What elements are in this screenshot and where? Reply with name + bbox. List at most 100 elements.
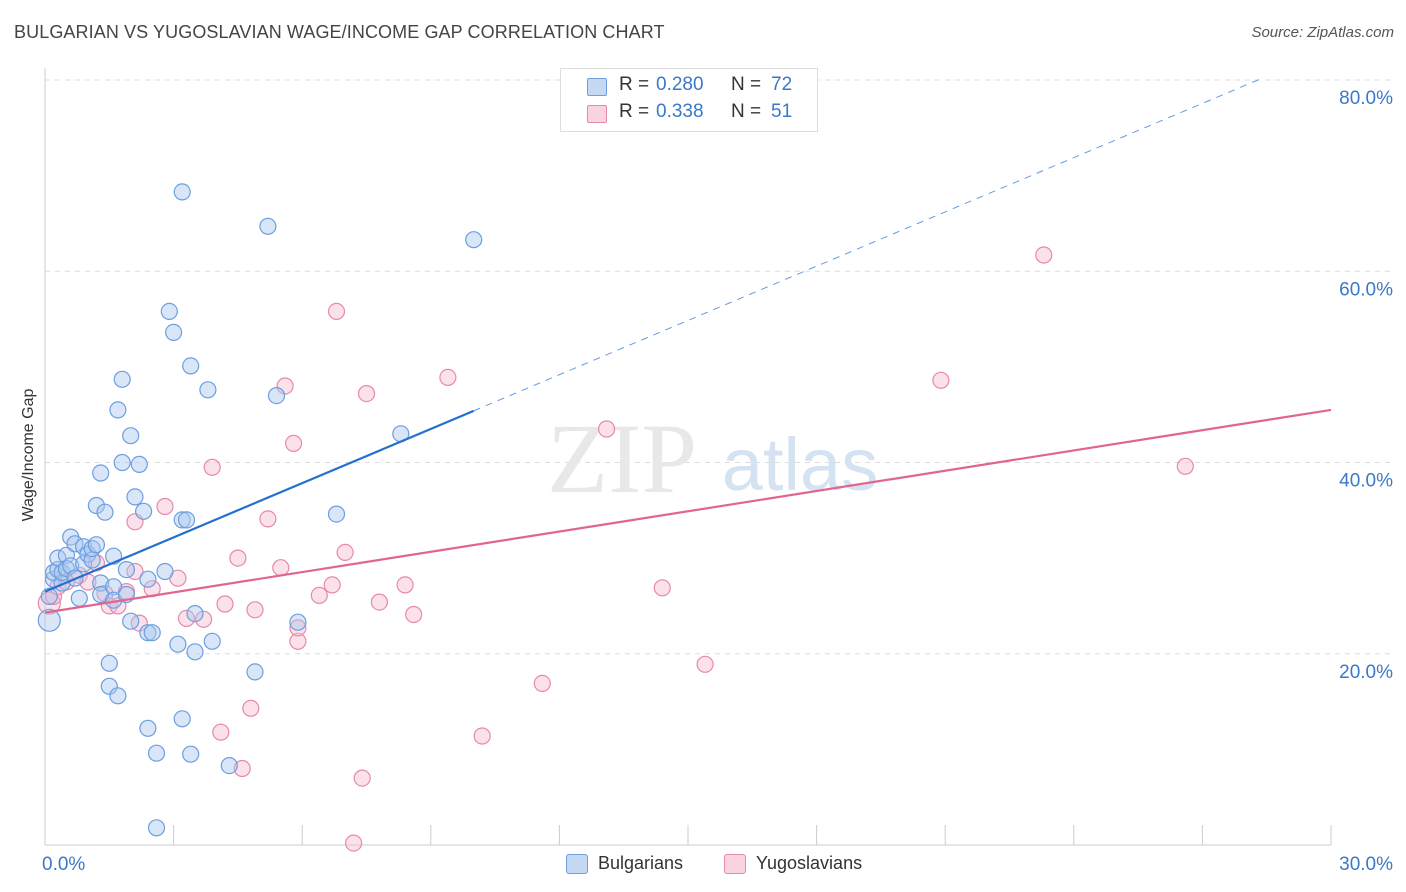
bulgarians-point[interactable] bbox=[177, 511, 196, 529]
yugoslavians-point[interactable] bbox=[276, 377, 294, 395]
yugoslavians-point[interactable] bbox=[345, 834, 363, 852]
bulgarians-point[interactable] bbox=[74, 555, 93, 573]
series-legend-yugoslavians[interactable]: Yugoslavians bbox=[724, 852, 884, 876]
bulgarians-point[interactable] bbox=[465, 231, 483, 249]
bulgarians-point[interactable] bbox=[126, 488, 144, 506]
x-tick-label: 30.0% bbox=[1339, 854, 1393, 875]
yugoslavians-point[interactable] bbox=[1035, 246, 1053, 264]
bulgarians-point[interactable] bbox=[96, 503, 114, 521]
bulgarians-point[interactable] bbox=[259, 217, 277, 235]
yugoslavians-point[interactable] bbox=[396, 576, 414, 594]
yugoslavians-point[interactable] bbox=[353, 769, 371, 787]
bulgarians-point[interactable] bbox=[327, 505, 346, 523]
yugoslavians-point[interactable] bbox=[439, 368, 457, 386]
axes bbox=[44, 68, 1332, 846]
bulgarians-point[interactable] bbox=[246, 663, 264, 681]
legend-r-label: R = bbox=[619, 74, 650, 95]
bulgarians-point[interactable] bbox=[160, 302, 178, 320]
yugoslavians-point[interactable] bbox=[357, 385, 376, 403]
watermark-zip: ZIP bbox=[547, 403, 697, 514]
legend-row-bulgarians: R = 0.280 N = 72 bbox=[561, 74, 817, 100]
bulgarians-point[interactable] bbox=[87, 496, 106, 515]
bulgarians-point[interactable] bbox=[57, 546, 76, 564]
yugoslavians-point[interactable] bbox=[203, 458, 221, 476]
bulgarians-point[interactable] bbox=[147, 744, 166, 762]
bulgarians-point[interactable] bbox=[104, 578, 123, 596]
bulgarians-point[interactable] bbox=[182, 357, 200, 375]
bulgarians-point[interactable] bbox=[100, 677, 118, 695]
yugoslavians-point[interactable] bbox=[259, 510, 277, 528]
yugoslavians-point[interactable] bbox=[229, 549, 247, 567]
bulgarians-point[interactable] bbox=[199, 381, 217, 399]
yugoslavians-point[interactable] bbox=[323, 576, 341, 594]
yugoslavians-point[interactable] bbox=[289, 619, 307, 637]
bulgarians-point[interactable] bbox=[173, 511, 191, 529]
bulgarians-point[interactable] bbox=[113, 453, 131, 472]
yugoslavians-point[interactable] bbox=[473, 727, 491, 745]
legend-r-value: 0.338 bbox=[656, 101, 704, 122]
bulgarians-point[interactable] bbox=[169, 635, 187, 653]
bulgarians-point[interactable] bbox=[289, 613, 307, 631]
bulgarians-point[interactable] bbox=[186, 604, 204, 623]
bulgarians-point[interactable] bbox=[186, 643, 204, 661]
yugoslavians-point[interactable] bbox=[285, 434, 303, 452]
yugoslavians-point[interactable] bbox=[195, 610, 213, 628]
bulgarians-point[interactable] bbox=[139, 719, 157, 737]
yugoslavians-point[interactable] bbox=[533, 674, 551, 693]
legend-swatch-yugoslavians bbox=[587, 105, 607, 123]
yugoslavians-point[interactable] bbox=[212, 723, 230, 741]
bulgarians-point[interactable] bbox=[173, 710, 191, 728]
bulgarians-point[interactable] bbox=[143, 624, 161, 642]
bulgarians-point[interactable] bbox=[135, 502, 153, 520]
yugoslavians-point[interactable] bbox=[1176, 457, 1194, 475]
yugoslavians-point[interactable] bbox=[156, 497, 174, 516]
yugoslavians-point[interactable] bbox=[336, 543, 354, 562]
bulgarians-point[interactable] bbox=[37, 608, 61, 632]
yugoslavians-point[interactable] bbox=[696, 655, 714, 673]
bulgarians-point[interactable] bbox=[70, 589, 88, 607]
yugoslavians-point[interactable] bbox=[310, 586, 328, 605]
yugoslavians-point[interactable] bbox=[216, 595, 234, 613]
legend-n-label: N = bbox=[731, 101, 762, 122]
bulgarians-point[interactable] bbox=[173, 183, 191, 201]
bulgarians-point[interactable] bbox=[117, 560, 136, 579]
correlation-legend: R = 0.280 N = 72 R = 0.338 N = 51 bbox=[560, 68, 818, 132]
bulgarians-point[interactable] bbox=[267, 387, 286, 405]
bulgarians-point[interactable] bbox=[139, 570, 157, 588]
bulgarians-point[interactable] bbox=[122, 427, 140, 445]
bulgarians-point[interactable] bbox=[100, 654, 118, 672]
bulgarians-point[interactable] bbox=[165, 323, 183, 341]
legend-n-value: 72 bbox=[771, 74, 793, 95]
bulgarians-point[interactable] bbox=[156, 562, 174, 581]
bulgarians-point[interactable] bbox=[182, 745, 200, 763]
yugoslavians-point[interactable] bbox=[370, 593, 388, 611]
bulgarians-point[interactable] bbox=[220, 756, 238, 775]
bulgarians-point[interactable] bbox=[122, 612, 140, 630]
yugoslavians-point[interactable] bbox=[653, 579, 671, 597]
bulgarians-point[interactable] bbox=[109, 401, 127, 419]
bulgarians-point[interactable] bbox=[139, 624, 157, 642]
yugoslavians-point[interactable] bbox=[932, 371, 950, 389]
legend-n-label: N = bbox=[731, 74, 762, 95]
yugoslavians-point[interactable] bbox=[405, 605, 423, 624]
yugoslavians-point[interactable] bbox=[272, 559, 290, 577]
yugoslavians-point[interactable] bbox=[246, 601, 264, 619]
yugoslavians-point[interactable] bbox=[233, 759, 251, 778]
yugoslavians-point[interactable] bbox=[289, 632, 307, 650]
bulgarians-point[interactable] bbox=[92, 464, 110, 482]
bulgarians-trend-line bbox=[44, 409, 475, 593]
series-legend-bulgarians[interactable]: Bulgarians bbox=[566, 852, 706, 876]
yugoslavians-point[interactable] bbox=[242, 699, 260, 717]
bulgarians-point[interactable] bbox=[147, 819, 166, 837]
bulgarians-point[interactable] bbox=[203, 632, 221, 650]
bulgarians-point[interactable] bbox=[130, 455, 148, 473]
bulgarians-point[interactable] bbox=[40, 587, 58, 606]
watermark: ZIP atlas bbox=[547, 403, 878, 514]
bulgarians-point[interactable] bbox=[109, 687, 127, 705]
bulgarians-point[interactable] bbox=[113, 370, 131, 388]
bulgarians-point[interactable] bbox=[87, 536, 106, 554]
yugoslavians-point[interactable] bbox=[597, 420, 616, 438]
yugoslavians-point[interactable] bbox=[327, 302, 346, 320]
yugoslavians-point[interactable] bbox=[177, 609, 196, 628]
